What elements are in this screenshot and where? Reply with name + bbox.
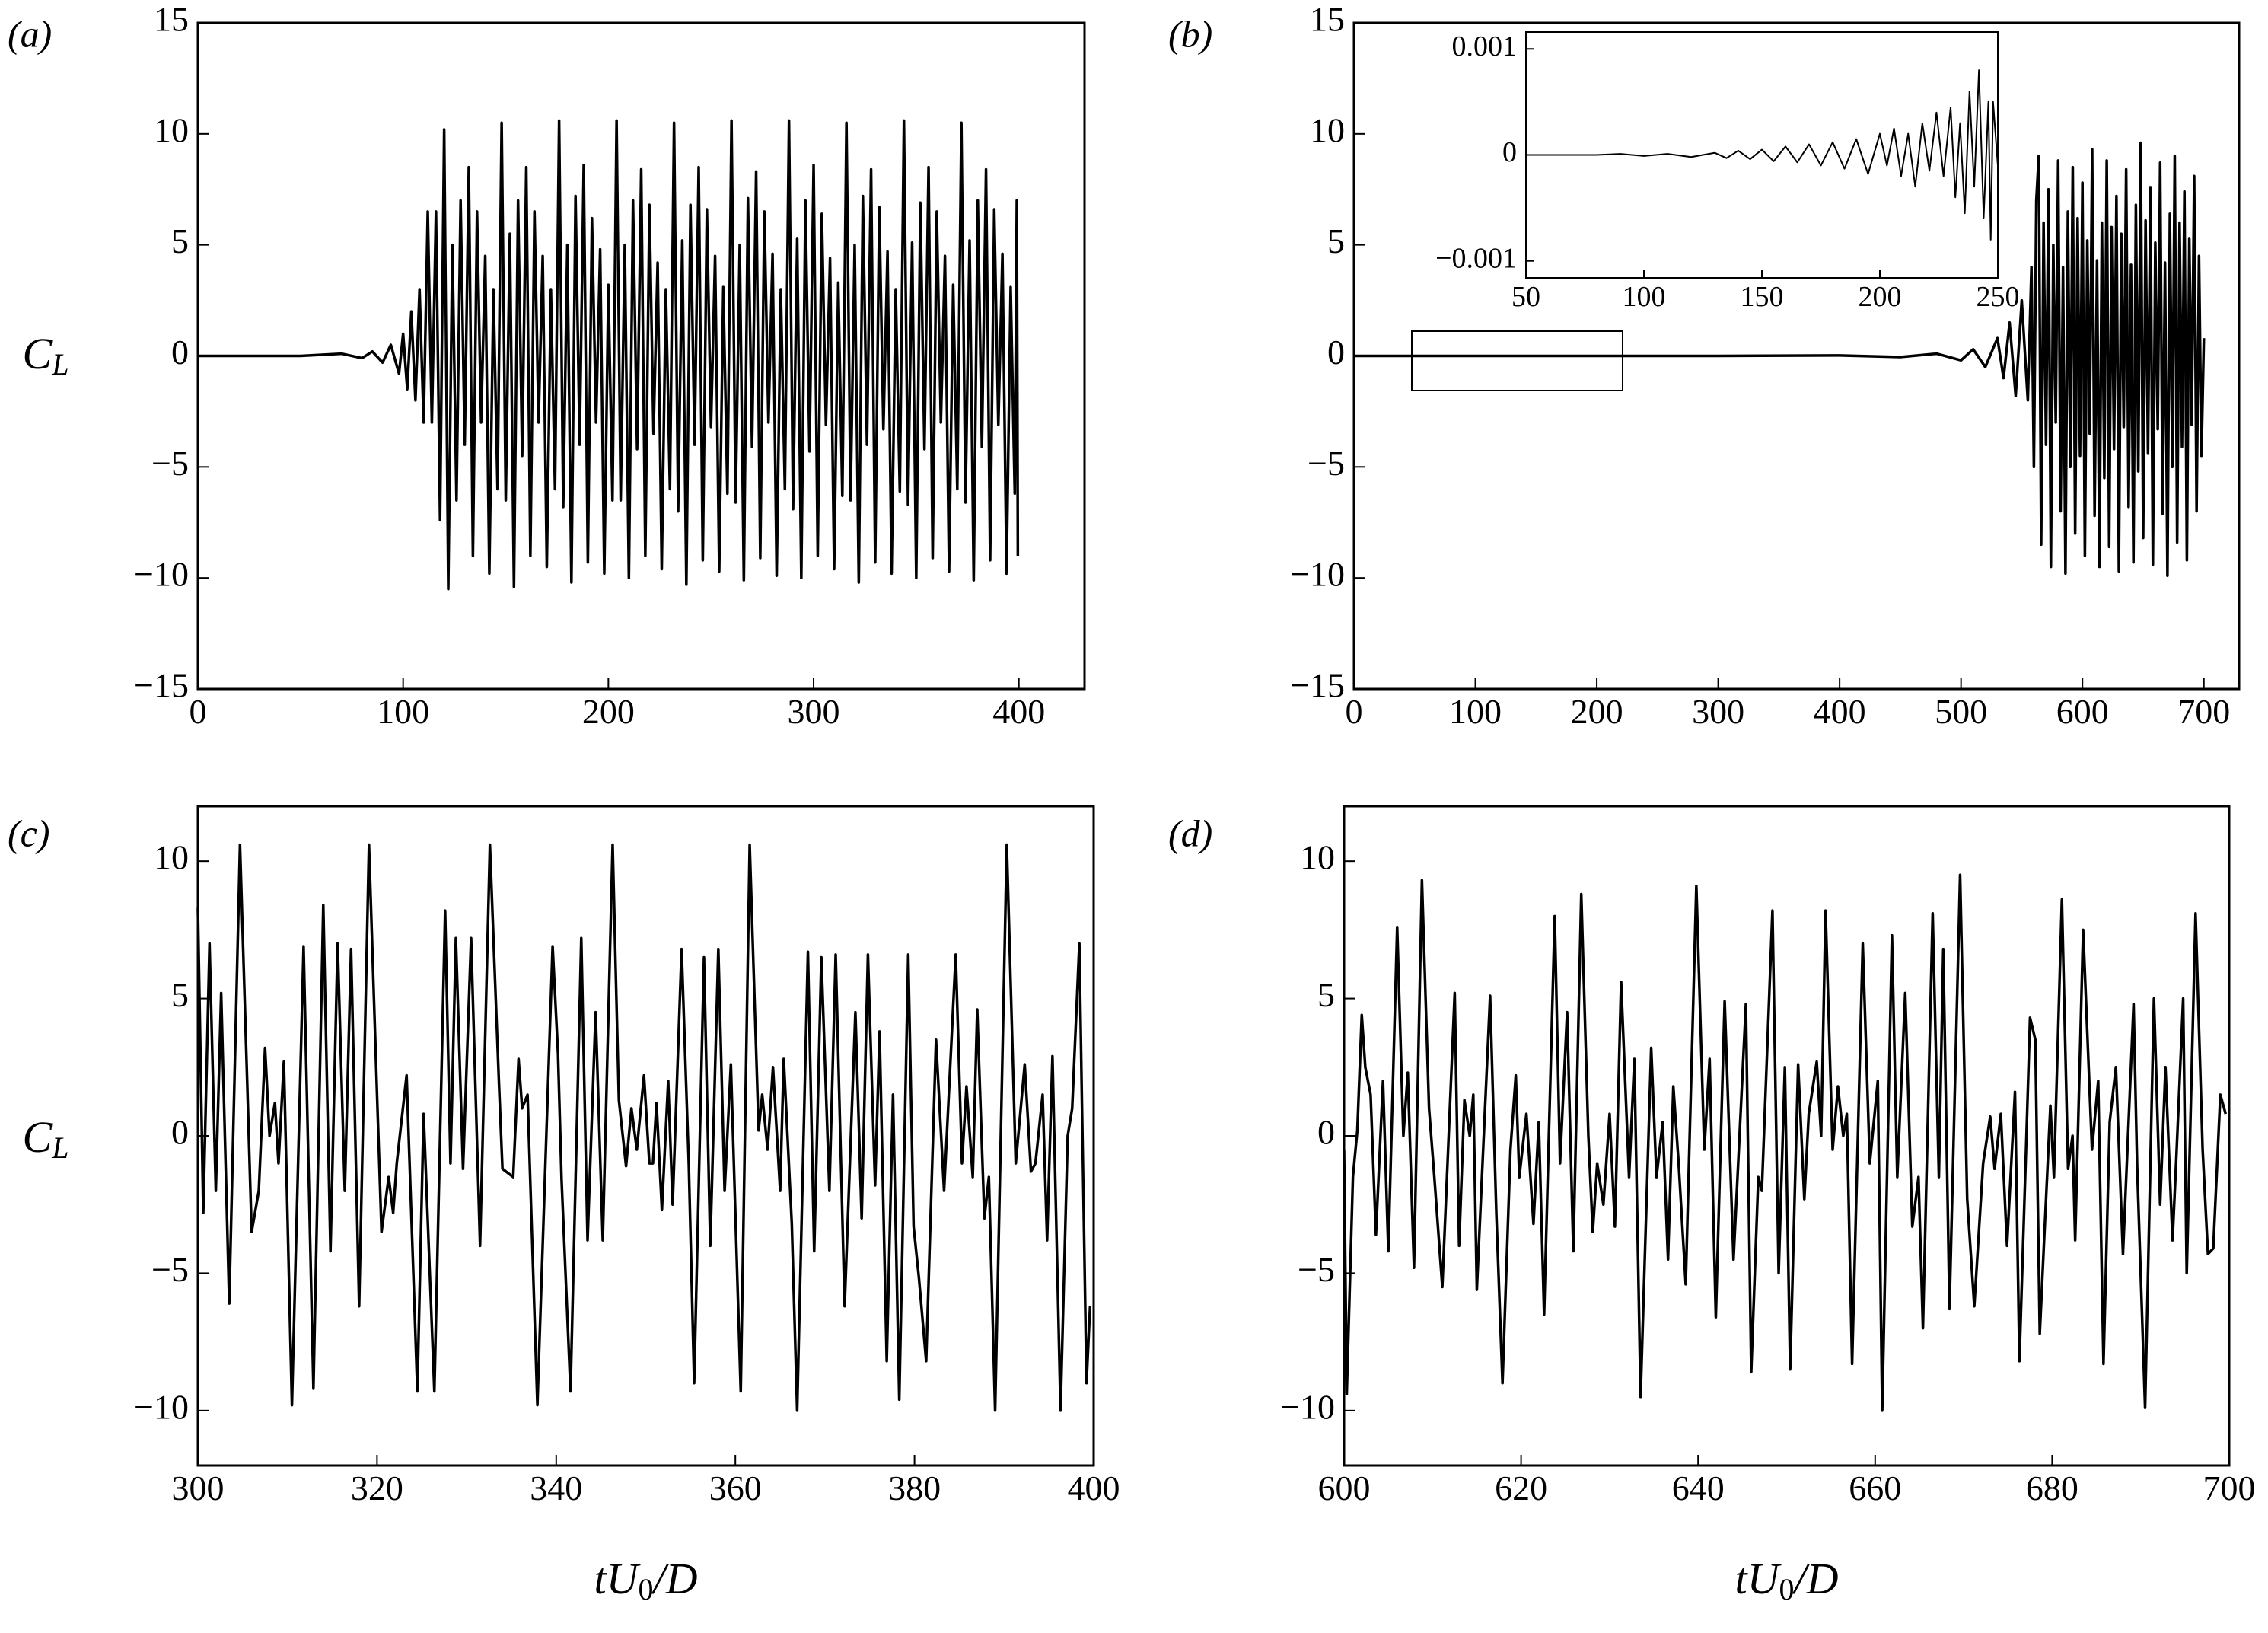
x-tick-label: 300 bbox=[172, 1469, 225, 1507]
y-tick-label: 0 bbox=[171, 1113, 189, 1152]
y-tick-label: 15 bbox=[1310, 0, 1345, 39]
x-tick-label: 300 bbox=[1692, 692, 1744, 731]
y-axis-label: CL bbox=[23, 329, 69, 381]
x-tick-label: 100 bbox=[1623, 281, 1666, 313]
x-tick-label: 600 bbox=[2056, 692, 2109, 731]
x-tick-label: 0 bbox=[1346, 692, 1363, 731]
x-tick-label: 150 bbox=[1741, 281, 1784, 313]
y-tick-label: 0 bbox=[171, 333, 189, 372]
y-tick-label: 5 bbox=[1317, 975, 1335, 1014]
axes-frame bbox=[1352, 21, 2241, 691]
y-tick-label: 0 bbox=[1317, 1113, 1335, 1152]
cl-line bbox=[198, 119, 1020, 591]
x-tick-label: 100 bbox=[377, 692, 429, 731]
panel-label: (c) bbox=[8, 812, 50, 854]
y-tick-label: 0.001 bbox=[1452, 30, 1518, 62]
y-tick-label: −5 bbox=[1298, 1250, 1335, 1289]
x-tick-label: 640 bbox=[1672, 1469, 1725, 1507]
x-axis-label: tU0/D bbox=[1735, 1554, 1839, 1606]
cl-line bbox=[1343, 873, 2228, 1412]
cl-line bbox=[1354, 141, 2206, 577]
y-tick-label: −15 bbox=[1290, 666, 1345, 705]
x-tick-label: 200 bbox=[1859, 281, 1902, 313]
y-tick-label: 10 bbox=[1300, 838, 1335, 877]
x-label-sub: 0 bbox=[639, 1572, 654, 1606]
x-label-tail: /D bbox=[651, 1554, 698, 1603]
y-tick-label: −15 bbox=[134, 666, 189, 705]
y-tick-label: −10 bbox=[134, 555, 189, 594]
y-tick-label: 0 bbox=[1327, 333, 1345, 372]
axes-frame bbox=[1343, 805, 2231, 1467]
y-tick-label: −10 bbox=[1290, 555, 1345, 594]
cl-line bbox=[1526, 69, 1999, 241]
y-tick-label: −0.001 bbox=[1435, 242, 1517, 274]
x-label-main: tU bbox=[594, 1554, 642, 1603]
y-label-sub: L bbox=[51, 1131, 68, 1165]
x-tick-label: 300 bbox=[788, 692, 840, 731]
x-tick-label: 200 bbox=[582, 692, 635, 731]
panel-label: (b) bbox=[1168, 12, 1212, 55]
y-axis-label: CL bbox=[23, 1112, 69, 1165]
y-label-base: C bbox=[23, 1112, 53, 1162]
x-tick-label: 400 bbox=[1068, 1469, 1120, 1507]
x-tick-label: 250 bbox=[1977, 281, 2020, 313]
axes-frame bbox=[196, 21, 1086, 691]
y-tick-label: 10 bbox=[154, 838, 189, 877]
x-tick-label: 100 bbox=[1449, 692, 1502, 731]
x-tick-label: 700 bbox=[2203, 1469, 2256, 1507]
y-tick-label: 5 bbox=[171, 222, 189, 260]
y-tick-label: −10 bbox=[134, 1387, 189, 1426]
panel-label: (d) bbox=[1168, 812, 1212, 854]
y-label-base: C bbox=[23, 329, 53, 378]
y-tick-label: −10 bbox=[1280, 1387, 1335, 1426]
x-tick-label: 700 bbox=[2177, 692, 2230, 731]
x-tick-label: 380 bbox=[888, 1469, 941, 1507]
y-tick-label: 0 bbox=[1502, 136, 1517, 168]
x-tick-label: 680 bbox=[2026, 1469, 2078, 1507]
axes-frame bbox=[1525, 31, 1999, 279]
x-tick-label: 50 bbox=[1511, 281, 1540, 313]
x-tick-label: 620 bbox=[1495, 1469, 1547, 1507]
y-tick-label: 10 bbox=[1310, 110, 1345, 149]
x-label-sub: 0 bbox=[1779, 1572, 1795, 1606]
y-label-sub: L bbox=[51, 347, 68, 381]
x-tick-label: 0 bbox=[190, 692, 207, 731]
x-tick-label: 500 bbox=[1935, 692, 1987, 731]
y-tick-label: 5 bbox=[1327, 222, 1345, 260]
x-tick-label: 200 bbox=[1571, 692, 1623, 731]
x-axis-label: tU0/D bbox=[594, 1554, 698, 1606]
y-tick-label: −5 bbox=[151, 444, 189, 483]
panel-label: (a) bbox=[8, 12, 52, 55]
cl-line bbox=[196, 843, 1092, 1412]
y-tick-label: 15 bbox=[154, 0, 189, 39]
x-tick-label: 660 bbox=[1849, 1469, 1901, 1507]
axes-frame bbox=[196, 805, 1095, 1467]
zoom-box bbox=[1411, 330, 1623, 391]
y-tick-label: 10 bbox=[154, 110, 189, 149]
x-tick-label: 400 bbox=[992, 692, 1045, 731]
x-tick-label: 320 bbox=[351, 1469, 403, 1507]
y-tick-label: 5 bbox=[171, 975, 189, 1014]
x-tick-label: 600 bbox=[1318, 1469, 1371, 1507]
x-label-tail: /D bbox=[1792, 1554, 1839, 1603]
x-tick-label: 400 bbox=[1814, 692, 1866, 731]
y-tick-label: −5 bbox=[1308, 444, 1345, 483]
y-tick-label: −5 bbox=[151, 1250, 189, 1289]
x-tick-label: 360 bbox=[709, 1469, 762, 1507]
x-label-main: tU bbox=[1735, 1554, 1782, 1603]
x-tick-label: 340 bbox=[530, 1469, 582, 1507]
